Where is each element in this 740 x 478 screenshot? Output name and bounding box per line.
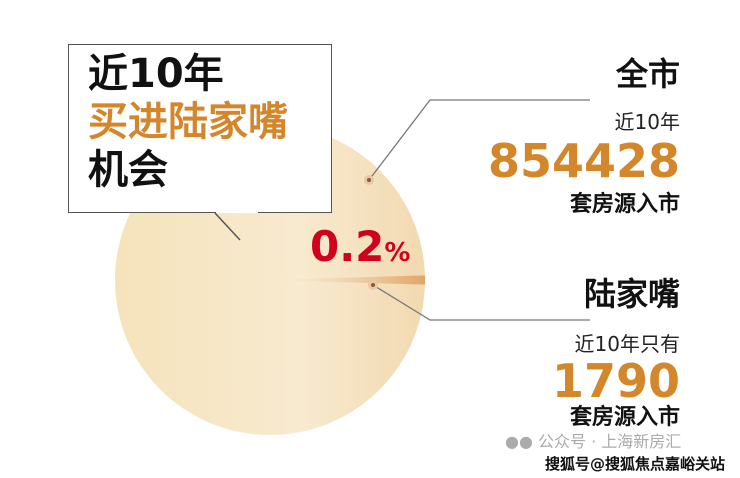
title-line1: 近10年 (88, 51, 224, 97)
percent-unit: % (384, 238, 411, 268)
title-box-bottom-left (68, 212, 216, 213)
wechat-icon: ●● (505, 432, 539, 451)
title-line2: 买进陆家嘴 (88, 99, 288, 145)
city-suffix: 套房源入市 (569, 192, 680, 217)
ljz-prefix: 近10年只有 (574, 332, 680, 356)
ljz-name: 陆家嘴 (583, 275, 680, 313)
percent-label: 0.2% (310, 226, 410, 268)
title-line3: 机会 (88, 147, 168, 193)
marker-ljz-dot (371, 283, 375, 287)
city-prefix: 近10年 (614, 110, 680, 134)
percent-value: 0.2 (310, 222, 385, 271)
callout-pointer (214, 212, 241, 241)
ljz-value: 1790 (551, 354, 680, 408)
city-value: 854428 (487, 134, 680, 188)
leader-line-ljz (372, 284, 590, 321)
title-box (68, 44, 332, 213)
marker-city-dot (367, 178, 371, 182)
pie-slice-ljz (270, 275, 425, 285)
city-name: 全市 (615, 55, 680, 93)
watermark-sohu: 搜狐号@搜狐焦点嘉峪关站 (545, 455, 726, 473)
ljz-suffix: 套房源入市 (569, 405, 680, 430)
title-box-bottom-right (258, 212, 331, 213)
watermark-line1: 公众号 · 上海新房汇 (538, 432, 682, 451)
watermark-wechat: ●● 公众号 · 上海新房汇 (505, 434, 681, 450)
leader-line-city (368, 99, 590, 181)
